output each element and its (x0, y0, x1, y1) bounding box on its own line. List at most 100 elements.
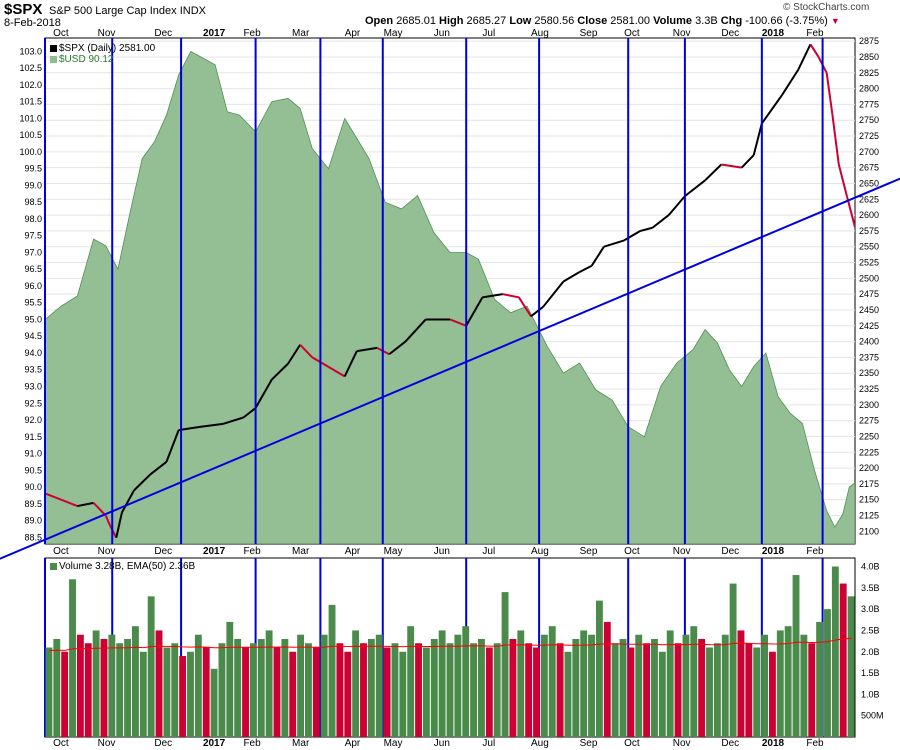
legend-volume-text: Volume 3.28B, EMA(50) 2.36B (59, 561, 196, 572)
spx-price-segment (740, 154, 755, 169)
chg-value: -100.66 (-3.75%) (745, 15, 828, 27)
volume-bar (540, 634, 548, 737)
right-axis-tick-label: 2500 (859, 273, 879, 283)
right-axis-tick-label: 2525 (859, 258, 879, 268)
low-label: Low (509, 15, 532, 27)
volume-bar (297, 634, 305, 737)
right-axis-tick-label: 2475 (859, 289, 879, 299)
volume-bar (116, 643, 124, 737)
volume-bar (430, 638, 438, 737)
volume-bar (108, 634, 116, 737)
volume-bar (533, 647, 540, 737)
volume-bar (360, 643, 367, 737)
volume-bar (745, 643, 753, 737)
volume-bar (627, 647, 635, 737)
volume-bar (399, 651, 407, 737)
left-axis-tick-label: 88.5 (24, 532, 42, 542)
volume-label: Volume (653, 15, 693, 27)
left-axis-tick-label: 101.5 (19, 97, 42, 107)
left-axis-tick-label: 93.5 (24, 365, 42, 375)
x-axis-label-bottom: Nov (673, 738, 691, 749)
left-axis-tick-label: 94.0 (24, 348, 42, 358)
spx-price-segment (115, 512, 123, 538)
x-axis-label-mid: Nov (98, 546, 116, 557)
volume-bar (171, 643, 179, 737)
spx-price-segment (271, 363, 289, 381)
left-axis-tick-label: 97.5 (24, 231, 42, 241)
spx-price-segment (518, 296, 532, 317)
x-axis-label-top: May (384, 28, 403, 39)
volume-bar (139, 651, 147, 737)
right-axis-tick-label: 2800 (859, 84, 879, 94)
volume-bar (422, 647, 430, 737)
volume-bar (305, 643, 312, 737)
x-axis-label-mid: Mar (292, 546, 310, 557)
volume-bar (816, 621, 824, 737)
volume-bar (808, 643, 816, 737)
volume-bar (265, 630, 273, 737)
volume-bar (210, 668, 218, 737)
spx-price-segment (651, 214, 670, 229)
spx-price-segment (640, 226, 653, 232)
x-axis-label-mid: May (384, 546, 403, 557)
spx-price-segment (752, 123, 763, 156)
x-axis-label-top: Jun (434, 28, 450, 39)
left-axis-tick-label: 90.5 (24, 465, 42, 475)
left-axis-tick-label: 90.0 (24, 482, 42, 492)
ticker-symbol: $SPX (4, 1, 43, 18)
spx-price-segment (165, 429, 180, 463)
left-axis-tick-label: 96.5 (24, 264, 42, 274)
x-axis-label-mid: Feb (806, 546, 824, 557)
volume-bar (69, 579, 76, 737)
right-axis-tick-label: 2650 (859, 178, 879, 188)
x-axis-label-top: Oct (624, 28, 640, 39)
x-axis-label-top: 2018 (762, 28, 785, 39)
spx-price-segment (404, 318, 427, 343)
x-axis-label-mid: Feb (243, 546, 261, 557)
volume-bar (336, 643, 344, 737)
volume-bar (84, 643, 92, 737)
spx-price-segment (809, 43, 820, 58)
volume-bar (509, 638, 517, 737)
right-axis-tick-label: 2625 (859, 194, 879, 204)
right-axis-tick-label: 2425 (859, 321, 879, 331)
left-axis-tick-label: 99.5 (24, 164, 42, 174)
volume-axis-tick-label: 2.0B (861, 647, 880, 657)
volume-bar (53, 638, 61, 737)
volume-bar (595, 600, 603, 737)
left-axis-tick-label: 94.5 (24, 331, 42, 341)
spx-swatch-icon (50, 44, 57, 52)
x-axis-label-bottom: Sep (580, 738, 598, 749)
volume-bar (651, 638, 658, 737)
spx-price-segment (542, 280, 565, 308)
left-axis-tick-label: 92.0 (24, 415, 42, 425)
x-axis-label-bottom: 2018 (762, 738, 785, 749)
volume-bar (462, 626, 470, 737)
volume-bar (226, 621, 234, 737)
left-axis-tick-label: 103.0 (19, 46, 42, 56)
spx-price-segment (704, 163, 723, 182)
spx-price-segment (149, 460, 168, 476)
volume-bar (391, 643, 399, 737)
volume-bar (375, 634, 383, 737)
left-axis-tick-label: 89.0 (24, 516, 42, 526)
x-axis-label-bottom: Feb (806, 738, 824, 749)
right-axis-tick-label: 2575 (859, 226, 879, 236)
volume-bar (234, 638, 242, 737)
right-axis-tick-label: 2175 (859, 479, 879, 489)
x-axis-label-top: Dec (154, 28, 172, 39)
right-axis-tick-label: 2325 (859, 384, 879, 394)
volume-bar (768, 651, 776, 737)
spx-price-segment (579, 264, 593, 273)
left-axis-tick-label: 98.0 (24, 214, 42, 224)
x-axis-label-bottom: Oct (624, 738, 640, 749)
high-value: 2685.27 (466, 15, 507, 27)
volume-bar (713, 643, 721, 737)
volume-axis-tick-label: 1.0B (861, 689, 880, 699)
chg-label: Chg (720, 15, 743, 27)
x-axis-label-mid: Jul (482, 546, 495, 557)
volume-bar (548, 626, 556, 737)
spx-price-segment (667, 195, 686, 216)
volume-bar (352, 630, 360, 737)
volume-bar (761, 634, 768, 737)
